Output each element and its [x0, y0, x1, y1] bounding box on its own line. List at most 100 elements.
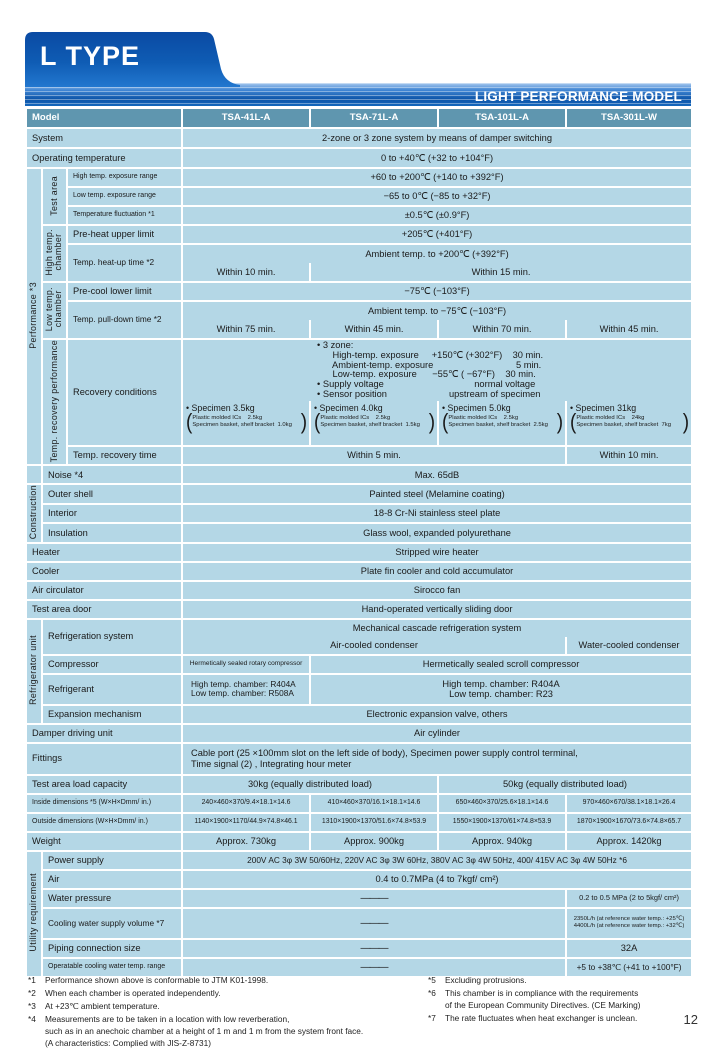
value-cell: Within 45 min.: [309, 320, 440, 340]
value-cell: ———: [181, 956, 568, 978]
value-cell: 1550×1900×1370/61×74.8×53.9: [437, 811, 568, 833]
footnotes-left: *1 Performance shown above is conformable…: [28, 974, 428, 1050]
row-label: Pre-heat upper limit: [65, 224, 184, 245]
value-cell: 0.2 to 0.5 MPa (2 to 5kgf/ cm²): [565, 887, 694, 909]
footnote: *2 When each chamber is operated independ…: [28, 987, 428, 999]
row-label: Pre-cool lower limit: [65, 281, 184, 302]
row-label: Test area load capacity: [24, 773, 184, 795]
group-label: Utility requirement: [25, 849, 43, 978]
value-cell: ———: [181, 887, 568, 909]
row-label: Operatable cooling water temp. range: [40, 956, 184, 978]
value-cell: −65 to 0℃ (−85 to +32°F): [181, 186, 694, 207]
value-cell: Painted steel (Melamine coating): [181, 483, 694, 505]
row-label: Piping connection size: [40, 937, 184, 959]
tab-shape-graphic: [25, 32, 240, 87]
value-cell: Air-cooled condenser: [181, 636, 568, 656]
value-cell: Within 10 min.: [565, 444, 694, 467]
row-label: Noise *4: [40, 464, 184, 486]
value-cell: 1870×1900×1670/73.6×74.8×65.7: [565, 811, 694, 833]
value-cell: ±0.5℃ (±0.9°F): [181, 205, 694, 226]
value-cell: High temp. chamber: R404A Low temp. cham…: [309, 672, 694, 706]
footnotes-right: *5 Excluding protrusions. *6 This chamber i…: [428, 974, 696, 1050]
value-cell: 970×460×670/38.1×18.1×26.4: [565, 792, 694, 814]
value-cell: Max. 65dB: [181, 464, 694, 486]
value-cell: 30kg (equally distributed load): [181, 773, 440, 795]
footnote: *7 The rate fluctuates when heat exchange…: [428, 1012, 696, 1024]
value-cell: • 3 zone: High-temp. exposure +150℃ (+30…: [181, 338, 694, 401]
row-label: Insulation: [40, 522, 184, 544]
specimen-detail: (Plastic molded ICs 2.5kg Specimen basket…: [314, 410, 436, 435]
specimen-detail: (Plastic molded ICs 2.5kg Specimen basket…: [186, 410, 308, 435]
value-cell: Ambient temp. to −75℃ (−103°F): [181, 300, 694, 320]
value-cell: 1140×1900×1170/44.9×74.8×46.1: [181, 811, 312, 833]
value-cell: +5 to +38℃ (+41 to +100°F): [565, 956, 694, 978]
value-cell: Stripped wire heater: [181, 541, 694, 563]
banner-subtitle: LIGHT PERFORMANCE MODEL: [474, 89, 682, 104]
row-label: Refrigerant: [40, 672, 184, 706]
row-label: Outer shell: [40, 483, 184, 505]
footnote: *6 This chamber is in compliance with the…: [428, 987, 696, 1011]
page-tab-label: L TYPE: [40, 41, 141, 71]
value-cell: 240×460×370/9.4×18.1×14.6: [181, 792, 312, 814]
row-label: Refrigeration system: [40, 617, 184, 656]
value-cell: 650×460×370/25.6×18.1×14.6: [437, 792, 568, 814]
row-label: Outside dimensions (W×H×Dmm/ in.): [24, 811, 184, 833]
specimen-weight: • Specimen 3.5kg: [186, 402, 255, 413]
value-cell: 410×460×370/16.1×18.1×14.6: [309, 792, 440, 814]
row-label: Low temp. exposure range: [65, 186, 184, 207]
value-cell: Approx. 1420kg: [565, 830, 694, 852]
specimen-weight: • Specimen 4.0kg: [314, 402, 383, 413]
value-cell: 50kg (equally distributed load): [437, 773, 694, 795]
row-label: Fittings: [24, 741, 184, 776]
value-cell: High temp. chamber: R404A Low temp. cham…: [181, 672, 312, 706]
footnote-marker: *2: [28, 988, 36, 999]
row-label: Recovery conditions: [65, 338, 184, 447]
page-number: 12: [683, 1012, 698, 1027]
column-header: TSA-101L-A: [437, 107, 568, 129]
specimen-weight: • Specimen 31kg: [570, 402, 637, 413]
row-label: Interior: [40, 502, 184, 525]
value-cell: 0.4 to 0.7MPa (4 to 7kgf/ cm²): [181, 868, 694, 890]
value-cell: 32A: [565, 937, 694, 959]
value-cell: 2350L/h (at reference water temp.: +25℃)…: [565, 906, 694, 940]
value-cell: Within 5 min.: [181, 444, 568, 467]
group-label: Test area: [41, 167, 68, 226]
value-cell: • Specimen 3.5kg(Plastic molded ICs 2.5k…: [181, 400, 312, 447]
l-type-tab: L TYPE: [25, 32, 240, 87]
row-label: Cooling water supply volume *7: [40, 906, 184, 940]
value-cell: • Specimen 31kg(Plastic molded ICs 24kg S…: [565, 400, 694, 447]
value-cell: Plate fin cooler and cold accumulator: [181, 560, 694, 582]
value-cell: +205℃ (+401°F): [181, 224, 694, 245]
value-cell: Approx. 900kg: [309, 830, 440, 852]
specimen-detail: (Plastic molded ICs 24kg Specimen basket,…: [570, 410, 690, 435]
value-cell: Hand-operated vertically sliding door: [181, 598, 694, 620]
group-label: Temp. recovery performance: [41, 337, 68, 467]
value-cell: ———: [181, 937, 568, 959]
value-cell: 1310×1900×1370/51.6×74.8×53.9: [309, 811, 440, 833]
row-label: Compressor: [40, 653, 184, 675]
specimen-detail: (Plastic molded ICs 2.5kg Specimen basket…: [442, 410, 564, 435]
row-label: Cooler: [24, 560, 184, 582]
spec-table: Model TSA-41L-A TSA-71L-A TSA-101L-A TSA-301…: [24, 107, 694, 978]
footnote-marker: *3: [28, 1001, 36, 1012]
value-cell: Hermetically sealed rotary compressor: [181, 653, 312, 675]
column-header: TSA-71L-A: [309, 107, 440, 129]
value-cell: Approx. 730kg: [181, 830, 312, 852]
footnote-text: Measurements are to be taken in a locati…: [45, 1014, 364, 1049]
column-header: TSA-41L-A: [181, 107, 312, 129]
value-cell: Sirocco fan: [181, 579, 694, 601]
specimen-weight: • Specimen 5.0kg: [442, 402, 511, 413]
value-cell: Hermetically sealed scroll compressor: [309, 653, 694, 675]
row-label: Weight: [24, 830, 184, 852]
row-label: Heater: [24, 541, 184, 563]
row-label: Water pressure: [40, 887, 184, 909]
column-header: TSA-301L-W: [565, 107, 694, 129]
row-label: Operating temperature: [24, 147, 184, 169]
footnote-marker: *4: [28, 1014, 36, 1025]
row-label: System: [24, 127, 184, 149]
footnote-text: This chamber is in compliance with the r…: [445, 988, 641, 1011]
value-cell: +60 to +200℃ (+140 to +392°F): [181, 167, 694, 188]
group-label: Performance *3: [25, 166, 43, 467]
value-cell: 0 to +40℃ (+32 to +104°F): [181, 147, 694, 169]
footnote-text: Excluding protrusions.: [445, 975, 527, 985]
